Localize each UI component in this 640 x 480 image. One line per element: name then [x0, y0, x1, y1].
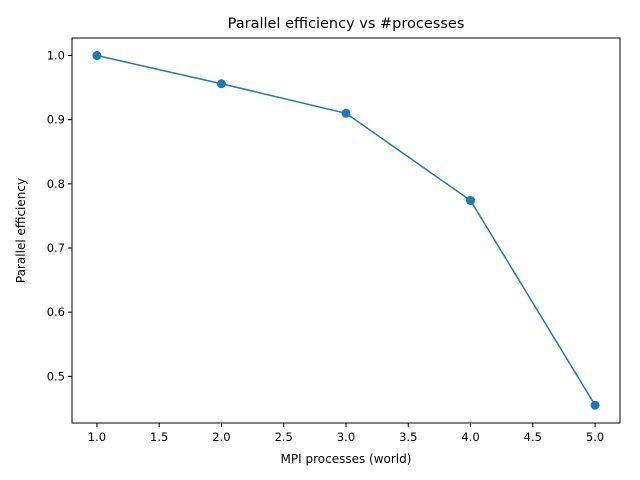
x-axis: 1.0 1.5 2.0 2.5 3.0 3.5 4.0 4.5 5.0 [88, 423, 604, 444]
y-axis-label: Parallel efficiency [14, 178, 28, 283]
data-point [92, 51, 102, 61]
y-axis: 0.5 0.6 0.7 0.8 0.9 1.0 [47, 49, 72, 383]
x-tick-label: 4.0 [461, 430, 479, 444]
x-tick-label: 3.0 [337, 430, 355, 444]
x-tick-label: 1.5 [150, 430, 168, 444]
y-tick-label: 0.8 [47, 177, 65, 191]
x-tick-label: 1.0 [88, 430, 106, 444]
x-tick-label: 2.0 [212, 430, 230, 444]
x-tick-label: 2.5 [275, 430, 293, 444]
y-tick-label: 0.7 [47, 241, 65, 255]
x-tick-label: 4.5 [524, 430, 542, 444]
chart-title: Parallel efficiency vs #processes [228, 16, 465, 32]
x-axis-label: MPI processes (world) [281, 452, 412, 466]
data-point [466, 196, 476, 206]
data-point [216, 79, 226, 89]
plot-frame [71, 37, 621, 424]
data-point [590, 400, 600, 410]
series-layer [92, 51, 600, 410]
x-tick-label: 5.0 [586, 430, 604, 444]
y-tick-label: 0.9 [47, 113, 65, 127]
y-tick-label: 0.5 [47, 369, 65, 383]
y-tick-label: 1.0 [47, 49, 65, 63]
plot-area [71, 37, 621, 424]
series-line [96, 54, 596, 406]
data-point [341, 108, 351, 118]
y-tick-label: 0.6 [47, 305, 65, 319]
x-tick-label: 3.5 [399, 430, 417, 444]
